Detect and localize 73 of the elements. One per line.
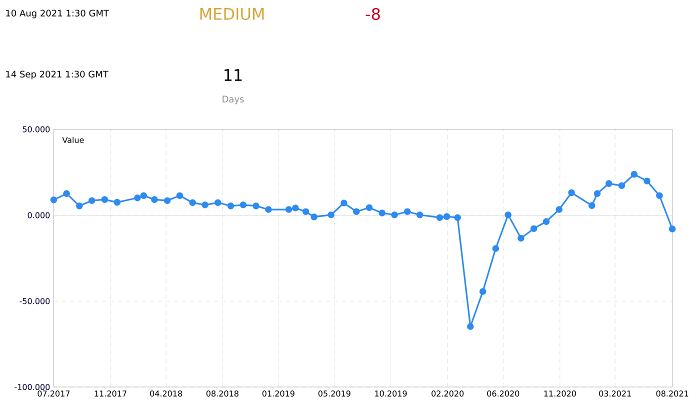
point xyxy=(352,208,360,215)
point xyxy=(114,198,121,206)
point xyxy=(530,225,538,232)
point xyxy=(668,226,676,232)
y-tick-label: -100.000 xyxy=(14,384,50,390)
point xyxy=(240,201,247,208)
point xyxy=(285,206,292,213)
point xyxy=(436,214,444,222)
point xyxy=(302,208,310,215)
point xyxy=(63,190,70,197)
point xyxy=(227,202,234,210)
point xyxy=(542,218,550,225)
y-tick-label: -50.000 xyxy=(20,298,50,304)
point xyxy=(605,180,612,187)
point xyxy=(328,211,334,218)
point xyxy=(202,201,208,208)
point xyxy=(134,194,141,202)
point xyxy=(164,197,171,204)
x-tick-label: 03.2021 xyxy=(599,390,631,397)
text: 14 Sep 2021 1:30 GMT xyxy=(6,70,108,80)
point xyxy=(214,199,222,206)
point xyxy=(518,234,524,242)
x-tick-label: 08.2018 xyxy=(206,390,238,397)
point xyxy=(140,192,148,200)
point xyxy=(454,214,461,222)
x-tick-label: 02.2020 xyxy=(432,390,464,397)
point xyxy=(151,196,158,203)
point xyxy=(618,182,626,190)
text: -8 xyxy=(366,8,380,20)
point xyxy=(340,200,348,206)
x-tick-label: 06.2020 xyxy=(487,390,520,397)
point xyxy=(588,202,596,209)
x-tick-label: 04.2018 xyxy=(150,390,182,397)
point xyxy=(292,204,299,212)
point xyxy=(504,211,512,218)
point xyxy=(630,170,638,178)
x-tick-label: 05.2019 xyxy=(318,390,350,397)
x-tick-label: 11.2020 xyxy=(544,390,576,397)
point xyxy=(310,214,318,220)
point xyxy=(594,190,601,197)
text: MEDIUM xyxy=(200,8,264,20)
x-tick-label: 07.2017 xyxy=(38,390,70,397)
point xyxy=(176,192,184,200)
point xyxy=(492,245,500,252)
x-tick-label: 11.2017 xyxy=(94,390,126,397)
x-tick-label: 08.2021 xyxy=(656,390,688,397)
point xyxy=(443,213,450,220)
point xyxy=(252,202,260,210)
text: 10 Aug 2021 1:30 GMT xyxy=(6,10,110,18)
point xyxy=(568,189,575,196)
point xyxy=(50,196,58,204)
point xyxy=(656,192,663,200)
point xyxy=(391,211,398,218)
point xyxy=(76,202,83,210)
point xyxy=(88,197,96,204)
x-tick-label: 10.2019 xyxy=(375,390,407,397)
point xyxy=(479,288,486,295)
point xyxy=(366,204,373,212)
point xyxy=(644,178,650,184)
point xyxy=(466,323,474,330)
y-axis-title: Value xyxy=(62,136,84,144)
point xyxy=(416,211,424,218)
point xyxy=(556,206,563,213)
point xyxy=(189,199,196,206)
y-tick-label: 0.000 xyxy=(28,212,50,218)
point xyxy=(101,196,108,203)
point xyxy=(404,208,411,215)
x-tick-label: 01.2019 xyxy=(262,390,294,397)
text: 11 xyxy=(224,69,242,81)
text: Days xyxy=(222,96,244,104)
point xyxy=(378,210,386,216)
y-tick-label: 50.000 xyxy=(22,126,50,132)
point xyxy=(265,206,272,213)
